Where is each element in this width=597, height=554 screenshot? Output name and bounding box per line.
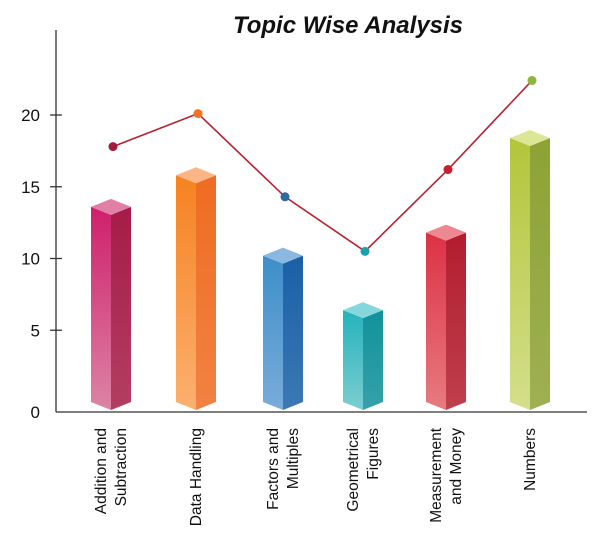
- bar-top: [91, 198, 131, 215]
- bar-front: [176, 175, 196, 410]
- bar-side: [446, 232, 466, 410]
- category-label: Subtraction: [113, 428, 130, 506]
- category-label: Factors and: [265, 428, 282, 510]
- trend-line-layer: [108, 76, 537, 256]
- bar-side: [196, 175, 216, 410]
- bar-top: [426, 224, 466, 241]
- bar: [343, 302, 383, 410]
- bar-front: [91, 206, 111, 410]
- y-tick-label: 10: [21, 250, 40, 269]
- bar: [91, 198, 131, 410]
- category-label: Measurement: [428, 427, 445, 522]
- category-label: and Money: [448, 428, 465, 505]
- category-label: Data Handling: [188, 428, 205, 526]
- trend-point: [527, 76, 537, 86]
- bar: [176, 167, 216, 410]
- bar-top: [263, 247, 303, 264]
- bar-top: [176, 167, 216, 184]
- bar-side: [363, 310, 383, 410]
- bar: [510, 129, 550, 410]
- trend-point: [193, 109, 203, 119]
- bar-top: [343, 302, 383, 319]
- y-tick-label: 15: [21, 178, 40, 197]
- bar-front: [426, 232, 446, 410]
- bar-side: [111, 206, 131, 410]
- category-label: Multiples: [285, 428, 302, 489]
- bar-side: [530, 137, 550, 410]
- bar-side: [283, 255, 303, 410]
- category-label: Addition and: [93, 428, 110, 514]
- y-tick-label: 20: [21, 106, 40, 125]
- bar-top: [510, 129, 550, 146]
- y-tick-label: 0: [31, 403, 40, 422]
- category-label: Geometrical: [345, 428, 362, 512]
- trend-point: [360, 246, 370, 256]
- trend-point: [280, 192, 290, 202]
- trend-point: [108, 142, 118, 152]
- bar-front: [263, 255, 283, 410]
- category-label: Numbers: [522, 428, 539, 491]
- category-labels: Addition and Subtraction Data Handling Fact…: [93, 427, 539, 526]
- category-label: Figures: [365, 428, 382, 480]
- bar: [426, 224, 466, 410]
- trend-point: [443, 165, 453, 175]
- trend-line: [112, 80, 533, 253]
- bars: [91, 129, 550, 410]
- bar: [263, 247, 303, 410]
- y-ticks: 0 5 10 15 20: [21, 106, 62, 422]
- chart-title: Topic Wise Analysis: [233, 12, 463, 39]
- bar-front: [343, 310, 363, 410]
- y-tick-label: 5: [31, 321, 40, 340]
- bar-front: [510, 137, 530, 410]
